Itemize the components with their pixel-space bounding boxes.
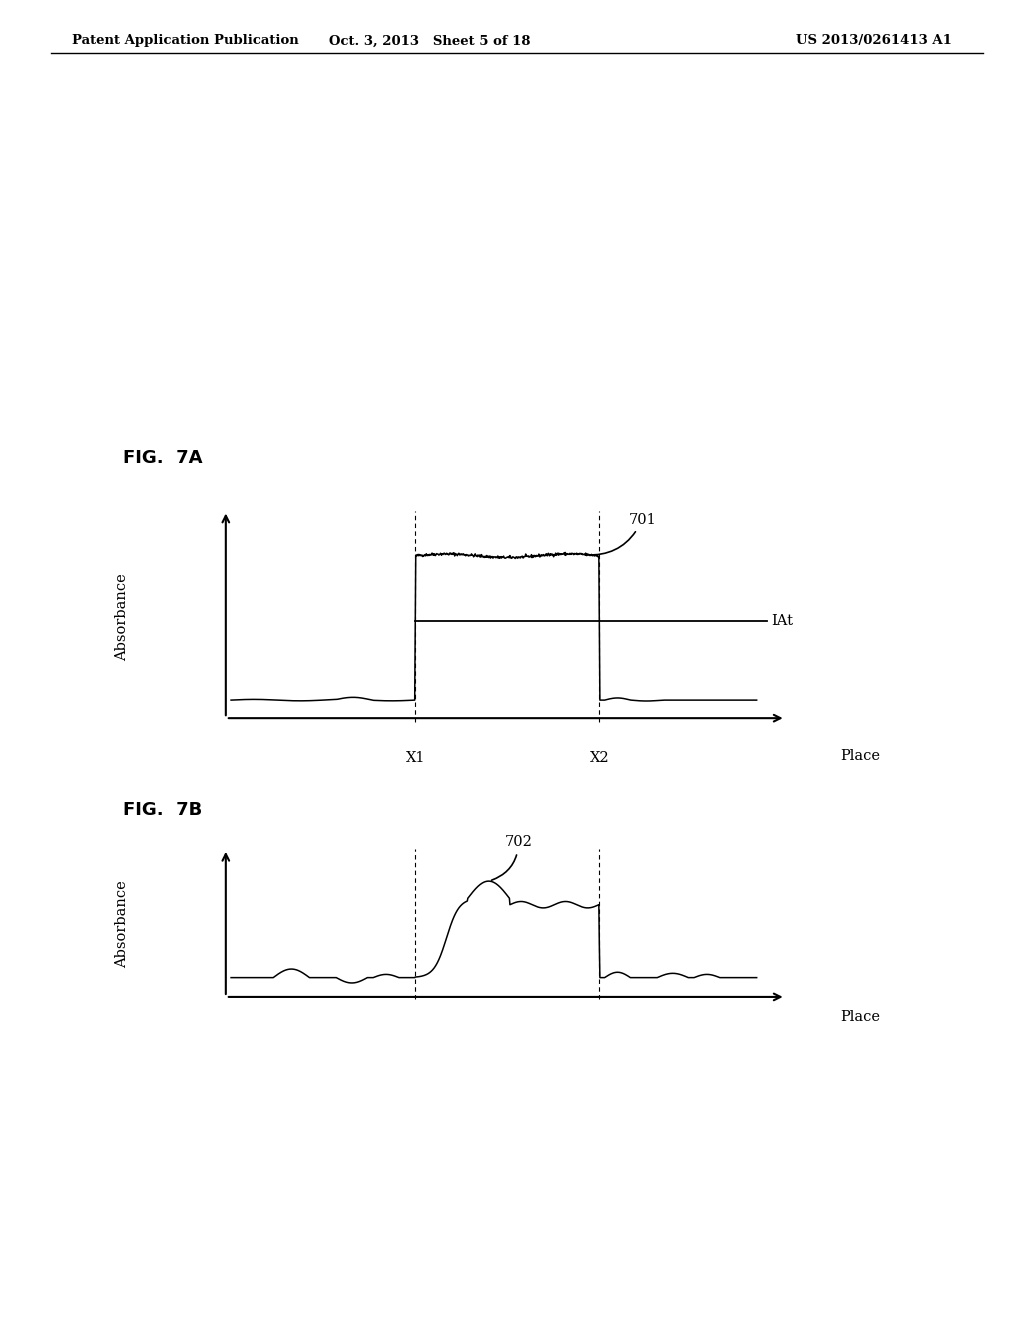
Text: FIG.  7A: FIG. 7A [123,449,203,467]
Text: Oct. 3, 2013   Sheet 5 of 18: Oct. 3, 2013 Sheet 5 of 18 [330,34,530,48]
Text: Place: Place [841,1010,881,1024]
Text: IAt: IAt [771,614,794,628]
Text: 701: 701 [587,512,656,554]
Text: US 2013/0261413 A1: US 2013/0261413 A1 [797,34,952,48]
Text: Absorbance: Absorbance [115,573,129,661]
Text: 702: 702 [492,836,532,880]
Text: Absorbance: Absorbance [115,880,129,968]
Text: Place: Place [841,748,881,763]
Text: X2: X2 [590,751,609,764]
Text: Patent Application Publication: Patent Application Publication [72,34,298,48]
Text: X1: X1 [406,751,425,764]
Text: FIG.  7B: FIG. 7B [123,801,202,820]
